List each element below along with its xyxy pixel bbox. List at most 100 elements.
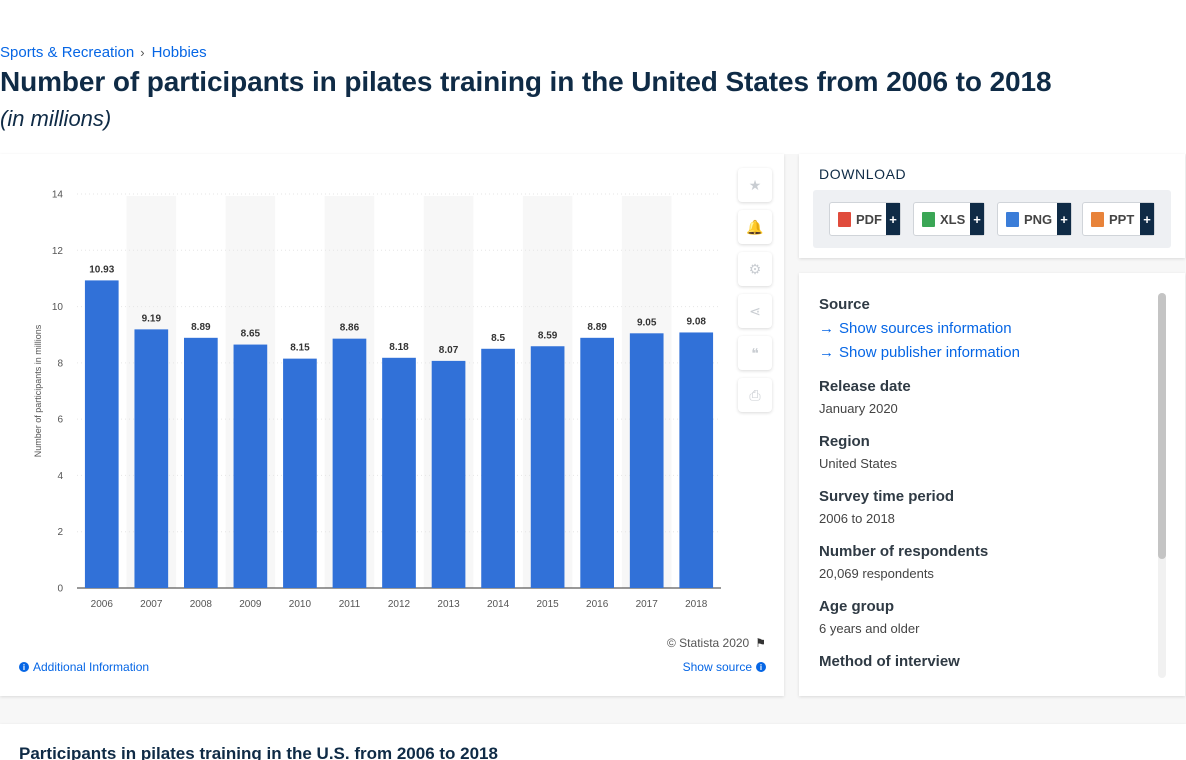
- page-title: Number of participants in pilates traini…: [0, 66, 1052, 97]
- data-label-2012: 8.18: [389, 342, 409, 353]
- bar-2009: [233, 344, 268, 588]
- x-tick-label: 2012: [388, 599, 411, 610]
- page-subtitle: (in millions): [0, 106, 112, 131]
- data-label-2009: 8.65: [241, 329, 261, 340]
- x-tick-label: 2017: [636, 599, 659, 610]
- show-sources-label: Show sources information: [839, 320, 1012, 337]
- x-tick-label: 2008: [190, 599, 213, 610]
- scrollbar-thumb[interactable]: [1158, 293, 1166, 559]
- x-tick-label: 2011: [339, 599, 361, 610]
- data-label-2007: 9.19: [142, 313, 162, 324]
- data-label-2006: 10.93: [89, 264, 114, 275]
- statista-credit: © Statista 2020 ⚑: [667, 636, 766, 650]
- data-label-2015: 8.59: [538, 330, 558, 341]
- age-group-label: Age group: [819, 598, 894, 615]
- download-xls-button[interactable]: XLS +: [913, 202, 985, 236]
- show-source-label: Show source: [682, 660, 752, 674]
- chart-panel: 0 2 4 6 8 10 12 14 Number of participants in mil…: [0, 154, 784, 696]
- ppt-file-icon: [1091, 211, 1104, 227]
- x-tick-label: 2014: [487, 599, 510, 610]
- gear-icon[interactable]: ⚙: [738, 252, 772, 286]
- download-panel: DOWNLOAD PDF + XLS + PNG + PPT +: [799, 154, 1185, 258]
- plus-icon: +: [886, 203, 900, 235]
- x-tick-label: 2015: [536, 599, 559, 610]
- info-icon: i: [19, 662, 29, 672]
- lower-panel: Participants in pilates training in the …: [0, 724, 1186, 760]
- star-icon[interactable]: ★: [738, 168, 772, 202]
- print-icon[interactable]: ⎙: [738, 378, 772, 412]
- source-label: Source: [819, 296, 870, 313]
- x-tick-label: 2010: [289, 599, 312, 610]
- y-tick-label: 10: [52, 302, 64, 313]
- release-date-label: Release date: [819, 378, 911, 395]
- data-label-2008: 8.89: [191, 322, 211, 333]
- bar-2015: [530, 346, 565, 588]
- region-value: United States: [819, 456, 898, 471]
- data-label-2013: 8.07: [439, 345, 459, 356]
- arrow-right-icon: →: [819, 344, 834, 361]
- download-xls-label: XLS: [940, 211, 966, 227]
- y-tick-label: 12: [52, 246, 64, 257]
- method-label: Method of interview: [819, 653, 960, 670]
- details-panel: Source → Show sources information → Show…: [799, 273, 1185, 696]
- y-tick-label: 8: [57, 358, 63, 369]
- additional-information-link[interactable]: i Additional Information: [19, 660, 149, 674]
- show-publisher-link[interactable]: → Show publisher information: [819, 344, 1020, 361]
- data-label-2014: 8.5: [491, 333, 505, 344]
- credit-text: © Statista 2020: [667, 636, 750, 650]
- bar-2013: [431, 360, 466, 588]
- data-label-2010: 8.15: [290, 343, 310, 354]
- bar-2017: [629, 333, 664, 588]
- y-tick-label: 14: [52, 190, 64, 201]
- lower-title: Participants in pilates training in the …: [19, 744, 498, 760]
- bar-2008: [184, 337, 218, 588]
- header-area: [0, 36, 1186, 154]
- additional-information-label: Additional Information: [33, 660, 150, 674]
- x-tick-label: 2018: [685, 599, 708, 610]
- breadcrumb-item-sports[interactable]: Sports & Recreation: [0, 44, 135, 61]
- plus-icon: +: [1140, 203, 1154, 235]
- respondents-label: Number of respondents: [819, 543, 989, 560]
- show-source-link[interactable]: Show source i: [683, 660, 766, 674]
- breadcrumb-item-hobbies[interactable]: Hobbies: [151, 44, 207, 61]
- share-icon[interactable]: ⋖: [738, 294, 772, 328]
- bar-2012: [382, 357, 416, 588]
- png-file-icon: [1006, 211, 1019, 227]
- xls-file-icon: [922, 211, 935, 227]
- bar-2007: [134, 329, 169, 588]
- download-png-label: PNG: [1024, 211, 1053, 227]
- respondents-value: 20,069 respondents: [819, 566, 934, 581]
- info-icon: i: [756, 662, 766, 672]
- bar-2011: [332, 338, 367, 588]
- flag-icon[interactable]: ⚑: [755, 636, 766, 650]
- details-scroll-area[interactable]: Source → Show sources information → Show…: [819, 273, 1149, 678]
- x-tick-label: 2009: [239, 599, 262, 610]
- data-label-2016: 8.89: [587, 322, 607, 333]
- data-label-2011: 8.86: [340, 323, 360, 334]
- survey-period-label: Survey time period: [819, 488, 955, 505]
- y-tick-label: 2: [57, 527, 63, 538]
- plus-icon: +: [1057, 203, 1071, 235]
- show-sources-link[interactable]: → Show sources information: [819, 320, 1012, 337]
- bar-2010: [283, 358, 317, 588]
- quote-icon[interactable]: ❝: [738, 336, 772, 370]
- x-tick-label: 2007: [140, 599, 163, 610]
- bar-2006: [84, 280, 119, 588]
- x-tick-label: 2013: [437, 599, 460, 610]
- bar-2016: [580, 337, 614, 588]
- data-label-2018: 9.08: [686, 316, 706, 327]
- download-png-button[interactable]: PNG +: [997, 202, 1072, 236]
- download-ppt-button[interactable]: PPT +: [1082, 202, 1155, 236]
- details-scrollbar[interactable]: [1158, 293, 1166, 678]
- download-pdf-label: PDF: [856, 211, 882, 227]
- download-pdf-button[interactable]: PDF +: [829, 202, 901, 236]
- bar-2014: [481, 348, 515, 588]
- show-publisher-label: Show publisher information: [839, 344, 1020, 361]
- breadcrumb: Sports & Recreation › Hobbies: [0, 44, 207, 61]
- download-bar: PDF + XLS + PNG + PPT +: [813, 190, 1171, 248]
- top-bar: [0, 0, 1186, 36]
- release-date-value: January 2020: [819, 401, 898, 416]
- bell-icon[interactable]: 🔔: [738, 210, 772, 244]
- y-tick-label: 4: [57, 471, 63, 482]
- breadcrumb-separator: ›: [140, 45, 145, 60]
